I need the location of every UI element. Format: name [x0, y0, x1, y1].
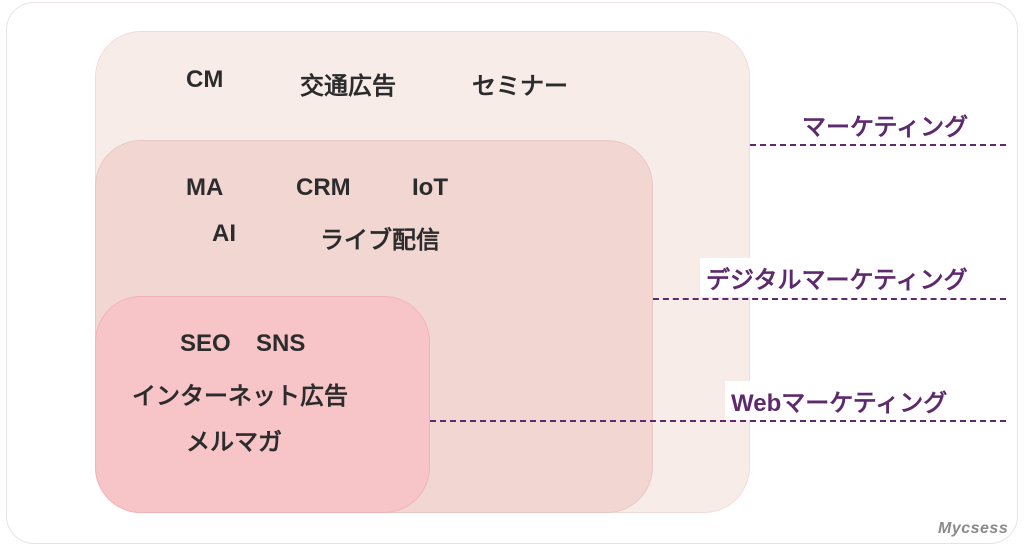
term-sns: SNS	[256, 330, 305, 358]
diagram-canvas: CM 交通広告 セミナー MA CRM IoT AI ライブ配信 SEO SNS…	[0, 0, 1024, 547]
term-crm: CRM	[296, 174, 351, 202]
term-ma: MA	[186, 174, 223, 202]
term-transit: 交通広告	[300, 66, 396, 101]
brand-logo: Mycsess	[938, 520, 1008, 538]
term-internet-ad: インターネット広告	[132, 376, 348, 411]
marketing-connector	[750, 144, 1006, 146]
term-ai: AI	[212, 220, 236, 248]
web-marketing-connector	[430, 420, 1006, 422]
web-marketing-label: Webマーケティング	[725, 381, 953, 420]
digital-marketing-connector	[653, 298, 1006, 300]
term-seo: SEO	[180, 330, 231, 358]
digital-marketing-label: デジタルマーケティング	[700, 258, 974, 297]
term-seminar: セミナー	[472, 66, 568, 101]
term-live: ライブ配信	[320, 220, 440, 255]
marketing-label: マーケティング	[796, 105, 974, 144]
term-cm: CM	[186, 66, 223, 94]
term-iot: IoT	[412, 174, 448, 202]
term-mailmag: メルマガ	[186, 422, 282, 457]
